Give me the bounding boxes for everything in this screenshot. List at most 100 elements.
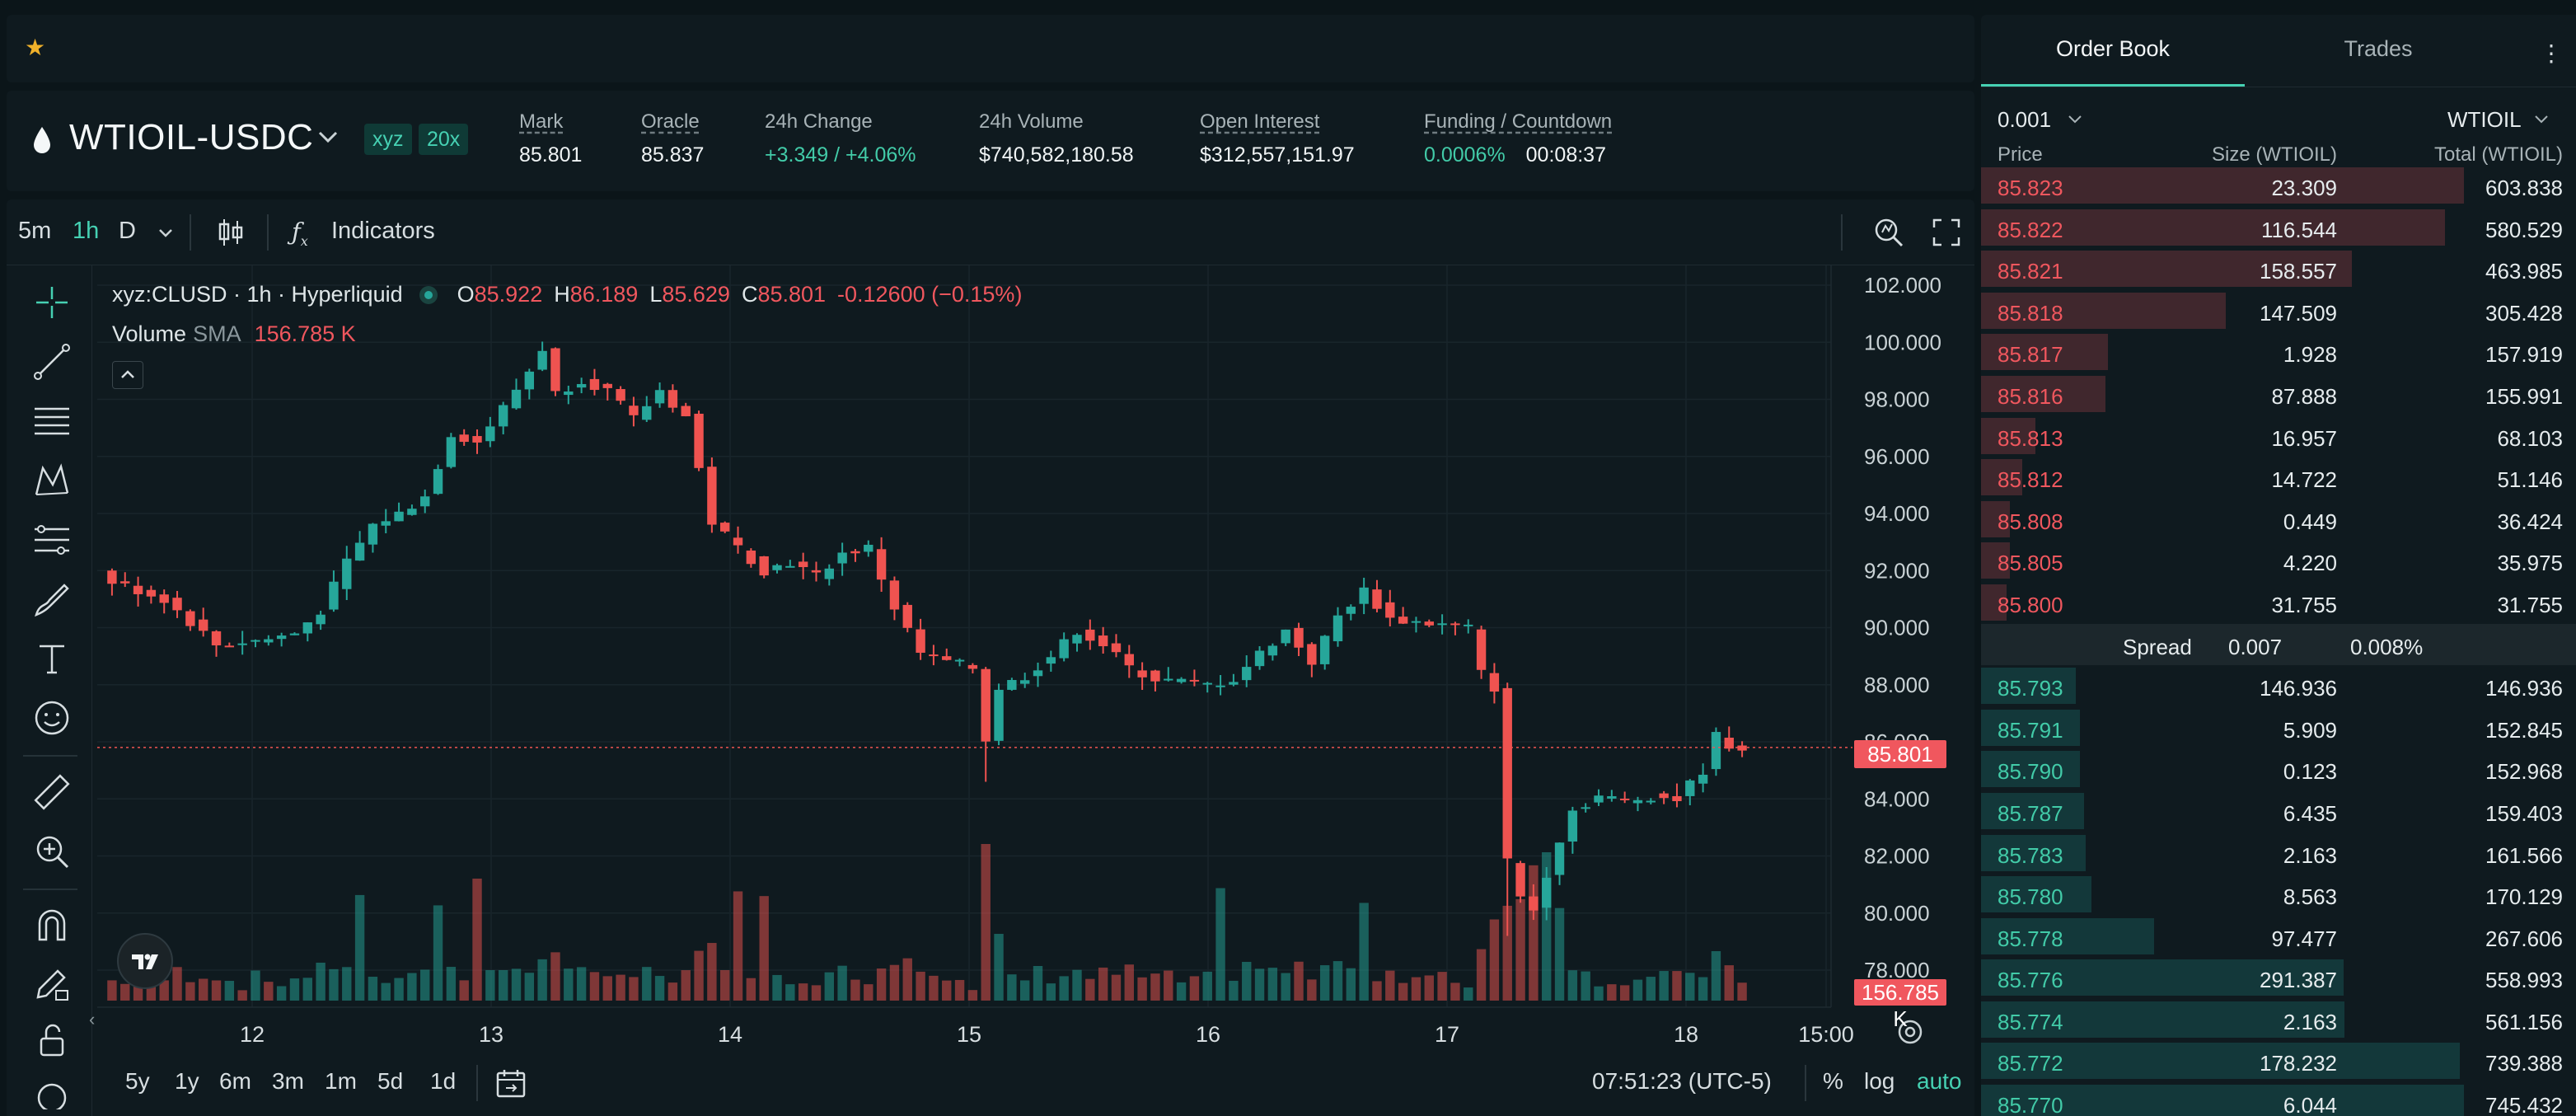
bid-row[interactable]: 85.774 2.163 561.156	[1981, 999, 2576, 1041]
volume-bar	[498, 969, 508, 1001]
candle-body	[1033, 670, 1043, 677]
range-1y[interactable]: 1y	[175, 1068, 199, 1094]
tradingview-logo[interactable]	[117, 933, 173, 989]
scroll-left-icon: ‹	[89, 1009, 95, 1029]
ask-size: 158.557	[2260, 259, 2337, 284]
volume-bar	[1385, 970, 1395, 1001]
horizontal-lines-icon[interactable]	[31, 401, 73, 442]
crosshair-icon[interactable]	[31, 282, 73, 323]
fib-icon[interactable]	[31, 519, 73, 560]
ask-row[interactable]: 85.822 116.544 580.529	[1981, 207, 2576, 249]
ask-row[interactable]: 85.821 158.557 463.985	[1981, 248, 2576, 290]
magnet-icon[interactable]	[31, 905, 73, 946]
interval-dropdown-icon[interactable]	[157, 227, 175, 239]
calendar-icon[interactable]	[494, 1067, 527, 1100]
x-tick-label: 14	[718, 1022, 742, 1047]
bid-row[interactable]: 85.780 8.563 170.129	[1981, 874, 2576, 916]
pattern-icon[interactable]	[31, 460, 73, 501]
ask-row[interactable]: 85.808 0.449 36.424	[1981, 499, 2576, 541]
chevron-down-icon[interactable]	[2067, 114, 2083, 125]
range-5d[interactable]: 5d	[377, 1068, 404, 1094]
x-tick-label: 15	[957, 1022, 981, 1047]
percent-toggle[interactable]: %	[1823, 1068, 1843, 1094]
candle-body	[1646, 800, 1656, 803]
lock-drawing-icon[interactable]	[31, 963, 73, 1004]
bid-row[interactable]: 85.776 291.387 558.993	[1981, 957, 2576, 999]
ask-row[interactable]: 85.800 31.755 31.755	[1981, 582, 2576, 624]
chevron-down-icon[interactable]	[316, 129, 340, 145]
brush-icon[interactable]	[31, 579, 73, 620]
ask-row[interactable]: 85.812 14.722 51.146	[1981, 457, 2576, 499]
candle-body	[707, 467, 717, 525]
candle-body	[368, 523, 378, 545]
volume-bar	[172, 967, 182, 1001]
settings-icon[interactable]	[1898, 1020, 1923, 1044]
ask-row[interactable]: 85.813 16.957 68.103	[1981, 415, 2576, 457]
eye-icon[interactable]	[31, 1076, 73, 1109]
interval-d[interactable]: D	[119, 218, 136, 244]
candle-body	[394, 511, 404, 522]
bid-row[interactable]: 85.793 146.936 146.936	[1981, 665, 2576, 707]
trend-line-icon[interactable]	[31, 341, 73, 382]
candle-body	[1229, 682, 1239, 685]
bid-row[interactable]: 85.787 6.435 159.403	[1981, 790, 2576, 832]
interval-5m[interactable]: 5m	[18, 218, 52, 244]
bid-row[interactable]: 85.791 5.909 152.845	[1981, 707, 2576, 749]
candle-style-icon[interactable]	[216, 216, 246, 249]
tab-trades[interactable]: Trades	[2344, 36, 2413, 61]
x-tick-label: 18	[1674, 1022, 1698, 1047]
candle-body	[929, 654, 939, 657]
log-toggle[interactable]: log	[1864, 1068, 1895, 1094]
range-1d[interactable]: 1d	[430, 1068, 457, 1094]
quick-search-icon[interactable]	[1871, 214, 1907, 251]
function-icon[interactable]: ƒx	[292, 218, 308, 249]
volume-bar	[564, 968, 574, 1001]
zoom-in-icon[interactable]	[31, 831, 73, 872]
ask-row[interactable]: 85.817 1.928 157.919	[1981, 331, 2576, 373]
volume-bar	[120, 983, 130, 1001]
unlock-icon[interactable]	[31, 1019, 73, 1060]
auto-toggle[interactable]: auto	[1917, 1068, 1962, 1094]
candle-body	[1724, 737, 1734, 749]
price-chart[interactable]: 102.000 100.000 98.000 96.000 94.000 92.000 90…	[7, 199, 1974, 1116]
interval-1h[interactable]: 1h	[73, 218, 100, 244]
candle-body	[1281, 629, 1290, 644]
ruler-icon[interactable]	[31, 771, 73, 813]
range-5y[interactable]: 5y	[125, 1068, 150, 1094]
ask-total: 580.529	[2485, 217, 2563, 242]
candle-body	[1476, 629, 1487, 670]
volume-bar	[1046, 983, 1056, 1001]
bid-total: 267.606	[2485, 926, 2563, 951]
ask-row[interactable]: 85.823 23.309 603.838	[1981, 165, 2576, 207]
volume-bar	[772, 974, 782, 1001]
text-icon[interactable]	[31, 638, 73, 679]
tab-order-book[interactable]: Order Book	[2055, 36, 2171, 61]
ask-row[interactable]: 85.818 147.509 305.428	[1981, 290, 2576, 332]
bid-row[interactable]: 85.778 97.477 267.606	[1981, 916, 2576, 958]
volume-bar	[237, 990, 247, 1001]
candle-body	[1554, 842, 1565, 875]
bid-row[interactable]: 85.790 0.123 152.968	[1981, 748, 2576, 790]
star-icon[interactable]: ★	[25, 35, 46, 60]
range-3m[interactable]: 3m	[272, 1068, 304, 1094]
more-options-icon[interactable]: ⋮	[2540, 40, 2563, 66]
range-1m[interactable]: 1m	[325, 1068, 357, 1094]
volume-bar	[994, 934, 1004, 1001]
bid-row[interactable]: 85.772 178.232 739.388	[1981, 1040, 2576, 1082]
fullscreen-icon[interactable]	[1932, 218, 1961, 247]
asset-select[interactable]: WTIOIL	[2447, 107, 2522, 132]
bid-row[interactable]: 85.770 6.044 745.432	[1981, 1082, 2576, 1116]
candle-body	[994, 689, 1004, 741]
tick-size-select[interactable]: 0.001	[1998, 107, 2052, 132]
emoji-icon[interactable]	[31, 697, 73, 739]
collapse-legend-button[interactable]	[112, 361, 143, 389]
market-symbol[interactable]: WTIOIL-USDC	[69, 117, 314, 157]
range-6m[interactable]: 6m	[219, 1068, 251, 1094]
chevron-down-icon[interactable]	[2533, 114, 2550, 125]
ask-row[interactable]: 85.816 87.888 155.991	[1981, 373, 2576, 415]
y-tick-label: 80.000	[1864, 901, 1930, 926]
candle-body	[564, 391, 574, 396]
bid-row[interactable]: 85.783 2.163 161.566	[1981, 832, 2576, 875]
indicators-button[interactable]: Indicators	[331, 218, 435, 244]
ask-row[interactable]: 85.805 4.220 35.975	[1981, 540, 2576, 582]
